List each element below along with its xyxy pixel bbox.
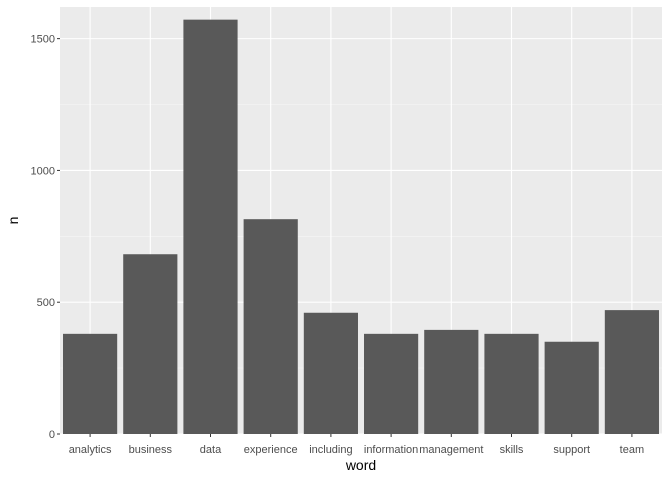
bar-skills: [484, 333, 539, 434]
y-axis-ticks: 0 500 1000 1500: [31, 34, 60, 441]
x-tick-label: business: [129, 444, 173, 456]
y-tick-label: 0: [49, 429, 55, 441]
x-axis-ticks: analytics business data experience including…: [69, 434, 644, 456]
x-tick-label: support: [553, 444, 590, 456]
x-tick-label: including: [309, 444, 352, 456]
bar-analytics: [63, 333, 118, 434]
y-tick-label: 1000: [31, 165, 55, 177]
y-axis-title: n: [5, 217, 21, 225]
bar-experience: [243, 219, 298, 434]
x-axis-title: word: [345, 457, 376, 473]
bar-management: [424, 329, 479, 434]
x-tick-label: skills: [500, 444, 524, 456]
bar-information: [364, 333, 419, 434]
bar-including: [303, 312, 358, 434]
x-tick-label: data: [200, 444, 222, 456]
bars: [63, 19, 659, 434]
y-tick-label: 1500: [31, 34, 55, 46]
x-tick-label: team: [620, 444, 644, 456]
x-tick-label: information: [364, 444, 418, 456]
bar-team: [604, 310, 659, 434]
y-tick-label: 500: [37, 297, 55, 309]
x-tick-label: experience: [244, 444, 298, 456]
bar-data: [183, 19, 238, 434]
bar-business: [123, 254, 178, 434]
x-tick-label: analytics: [69, 444, 112, 456]
bar-support: [544, 341, 599, 434]
x-tick-label: management: [419, 444, 483, 456]
